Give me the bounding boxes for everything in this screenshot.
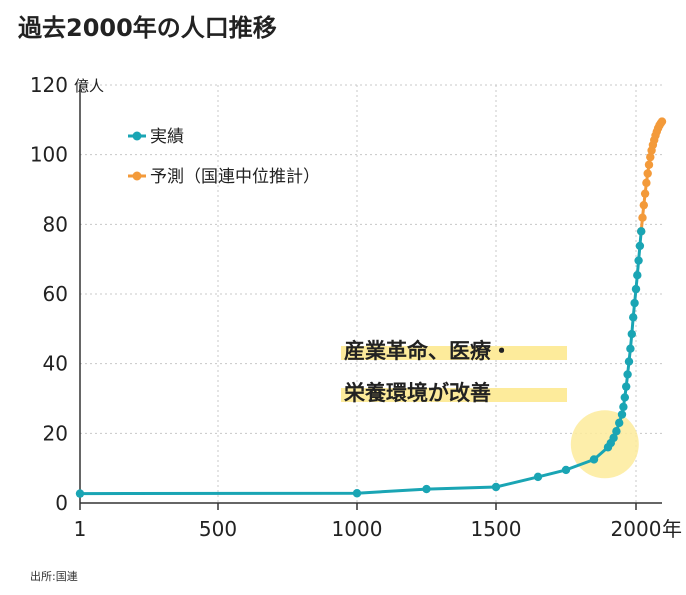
actual-data-point [533,472,543,482]
actual-data-point [75,489,85,498]
annotation-highlight-bar [341,346,567,360]
actual-data-point [630,298,639,308]
y-tick-label: 120 [30,73,68,97]
forecast-data-point [646,152,655,162]
forecast-data-point [643,169,652,178]
legend-actual-marker [132,131,142,141]
actual-data-point [615,418,624,428]
actual-data-point [620,393,629,402]
x-tick-label: 500 [199,517,237,541]
actual-data-point [635,241,645,251]
x-tick-label: 1500 [471,517,522,541]
actual-data-point [609,433,618,443]
source-note: 出所:国連 [30,569,78,583]
x-tick-label: 1 [74,517,87,541]
actual-data-point [589,455,599,464]
actual-data-point [623,370,632,379]
actual-data-point [612,427,621,436]
chart-title: 過去2000年の人口推移 [18,14,277,42]
actual-data-point [561,465,571,475]
actual-data-point [352,489,362,498]
x-unit-label: 年 [662,517,682,541]
legend-forecast-label: 予測（国連中位推計） [150,167,320,187]
actual-data-point [624,357,634,366]
actual-data-point [422,484,431,494]
y-tick-label: 40 [43,352,68,376]
actual-data-point [622,382,631,391]
forecast-data-point [644,160,654,169]
actual-data-point [631,284,641,294]
axes [79,85,662,510]
annotation-highlight-bar [341,388,567,402]
y-tick-label: 80 [43,212,68,236]
forecast-data-point [640,189,650,198]
annotation-circle-layer [570,410,639,479]
y-unit-label: 億人 [74,77,104,95]
forecast-data-point [638,213,647,222]
grid-lines [80,84,662,503]
annotation-highlight-circle [570,410,639,479]
actual-data-point [627,329,636,339]
forecast-data-point [642,178,651,188]
y-tick-label: 60 [43,282,68,306]
x-tick-label: 1000 [332,517,383,541]
y-tick-label: 0 [55,491,68,515]
x-tick-label: 2000 [611,517,662,541]
actual-data-point [629,313,638,322]
series-layer [75,117,667,498]
actual-data-point [637,227,646,236]
y-tick-label: 20 [43,421,68,445]
actual-data-point [626,344,635,353]
actual-data-point [633,270,642,280]
actual-data-point [634,256,643,265]
legend-actual-label: 実績 [150,127,184,147]
annotation-text-line: 産業革命、医療・ [344,339,512,363]
legend-forecast-marker [132,171,142,181]
annotation-text-line: 栄養環境が改善 [343,381,491,405]
forecast-data-point [657,117,667,126]
forecast-data-point [639,200,648,210]
actual-data-point [617,410,627,419]
annotation: 産業革命、医療・栄養環境が改善 [341,339,567,405]
actual-data-point [491,482,501,492]
y-tick-label: 100 [30,143,68,167]
actual-data-point [619,402,628,412]
